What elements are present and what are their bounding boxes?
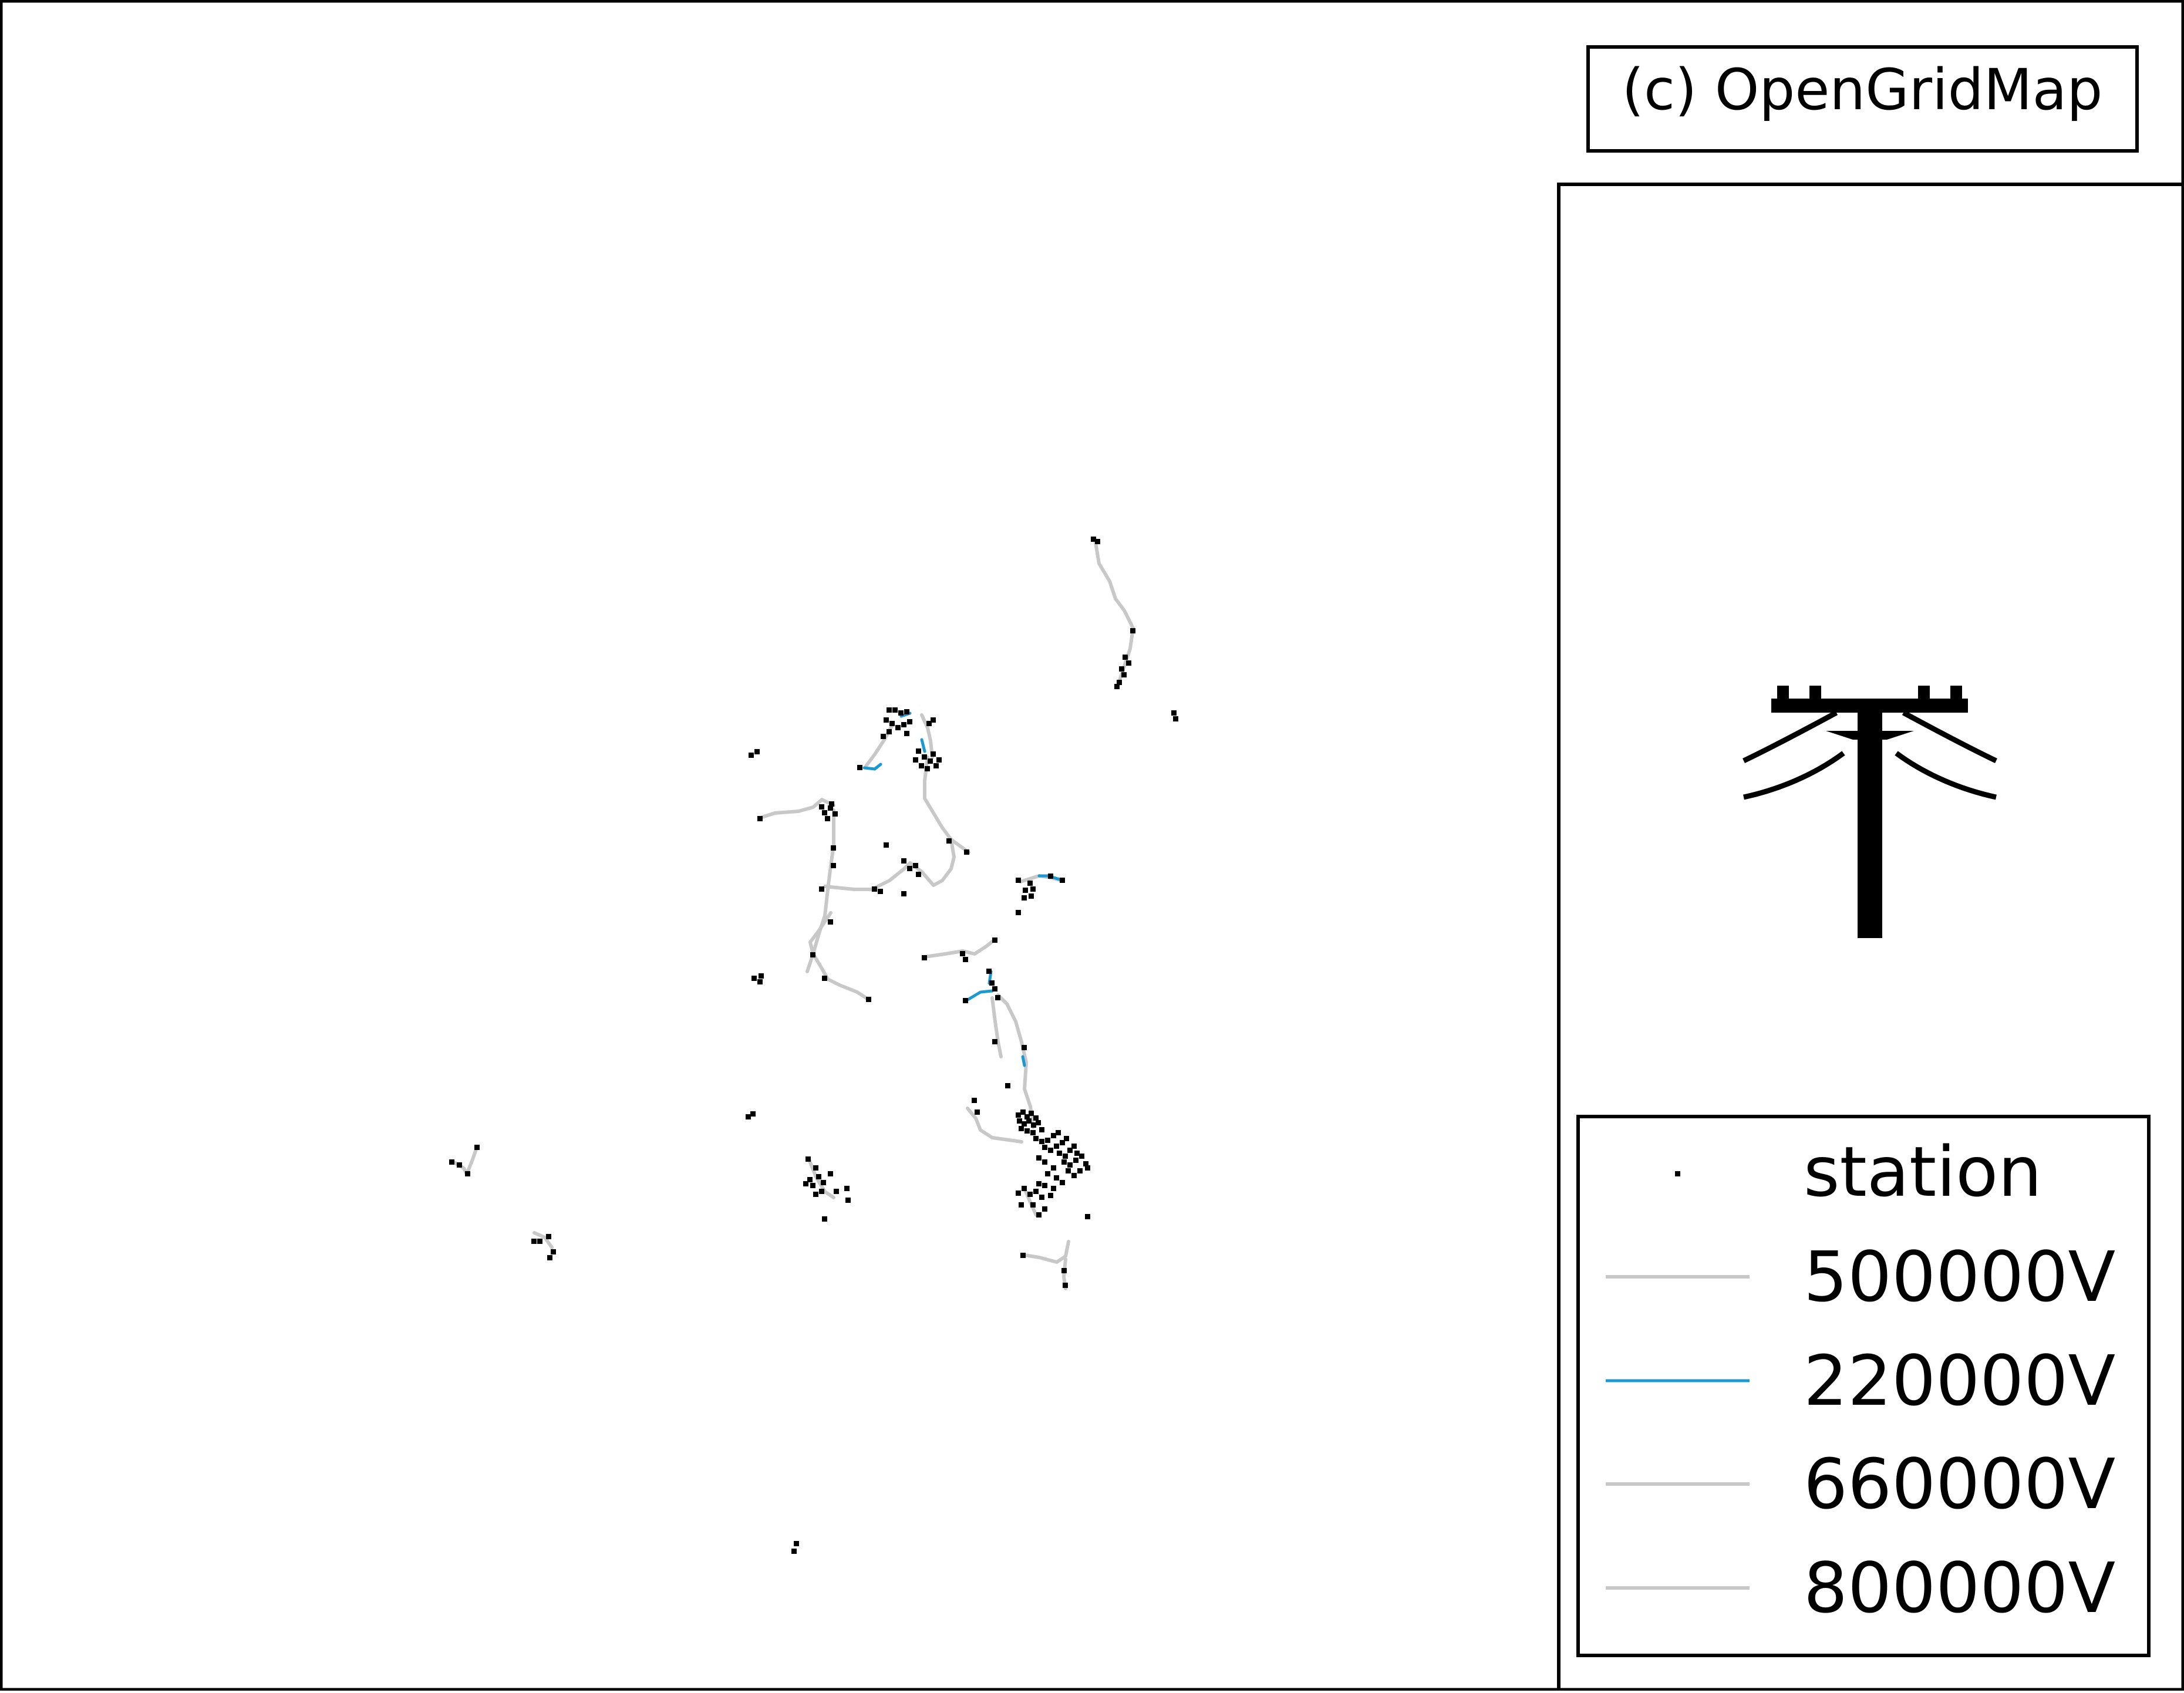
- line-220-mid: [964, 989, 994, 1003]
- legend-item-800kv: 800000V: [1606, 1547, 2115, 1628]
- line-loop-west: [808, 911, 871, 1001]
- station-marker: [1675, 1171, 1680, 1176]
- line-far-west-c: [532, 1231, 554, 1249]
- line-south-branch: [990, 996, 1003, 1058]
- legend-label-800kv: 800000V: [1804, 1547, 2115, 1628]
- legend-item-station: station: [1675, 1131, 2042, 1212]
- legend-item-500kv: 500000V: [1606, 1236, 2115, 1317]
- line-northwest-spur: [759, 798, 835, 819]
- legend-label-220kv: 220000V: [1804, 1340, 2115, 1421]
- line-220-north-b: [920, 738, 926, 753]
- legend-label-500kv: 500000V: [1804, 1236, 2115, 1317]
- line-southwest-cluster: [807, 1158, 835, 1199]
- legend-label-660kv: 660000V: [1804, 1444, 2115, 1525]
- stations: [449, 537, 1178, 1554]
- legend-item-660kv: 660000V: [1606, 1444, 2115, 1525]
- line-southeast-link: [1023, 1240, 1070, 1264]
- power-pole-icon: [1743, 686, 1997, 938]
- attribution-text: (c) OpenGridMap: [1622, 57, 2103, 123]
- legend: station 500000V 220000V 660000V 800000V: [1576, 1115, 2151, 1657]
- line-far-west-b: [465, 1146, 478, 1176]
- line-southwest-link: [966, 1107, 1023, 1144]
- line-220-south: [1021, 1055, 1026, 1067]
- line-south-trunk: [996, 993, 1035, 1129]
- attribution-box: (c) OpenGridMap: [1586, 45, 2139, 153]
- legend-item-220kv: 220000V: [1606, 1340, 2115, 1421]
- legend-label-station: station: [1804, 1131, 2042, 1212]
- line-northern-cluster: [920, 713, 934, 759]
- side-panel: [1557, 183, 2183, 1689]
- line-middle-branch: [923, 937, 997, 959]
- line-220-north: [862, 763, 882, 771]
